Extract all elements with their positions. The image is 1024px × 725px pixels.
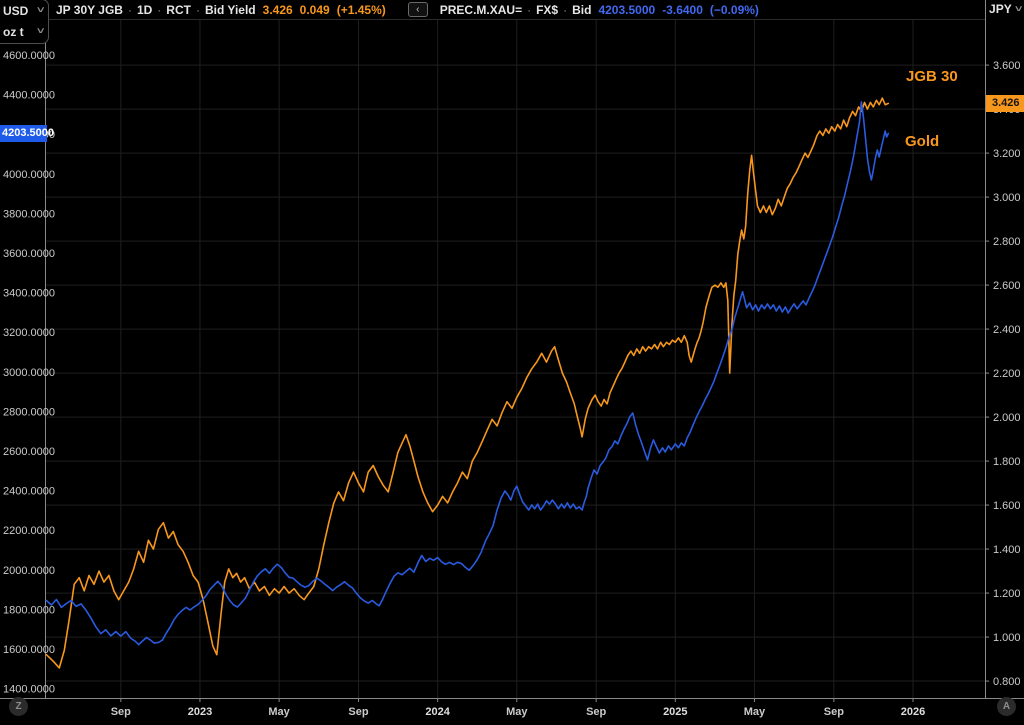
svg-text:Sep: Sep xyxy=(586,706,606,718)
svg-text:1400.0000: 1400.0000 xyxy=(3,684,55,696)
instrument-2-change-pct: (−0.09%) xyxy=(709,2,759,17)
instrument-1-change: 0.049 xyxy=(299,2,330,17)
separator-dot: · xyxy=(157,2,162,17)
instrument-1-field[interactable]: Bid Yield xyxy=(204,2,256,17)
svg-text:2023: 2023 xyxy=(188,706,212,718)
right-axis-currency-dropdown[interactable]: JPY ˅ xyxy=(989,2,1023,16)
jgb-series-annotation: JGB 30 xyxy=(906,68,958,85)
currency-label: USD xyxy=(3,3,29,18)
instrument-1-last: 3.426 xyxy=(262,2,293,17)
zoom-mode-button[interactable]: Z xyxy=(9,697,28,716)
svg-text:3600.0000: 3600.0000 xyxy=(3,248,55,260)
svg-text:2026: 2026 xyxy=(901,706,925,718)
svg-text:2.800: 2.800 xyxy=(993,236,1021,248)
svg-text:2024: 2024 xyxy=(425,706,450,718)
svg-text:2600.0000: 2600.0000 xyxy=(3,446,55,458)
gold-last-price-badge: 4203.5000 xyxy=(0,125,54,142)
right-currency-label: JPY xyxy=(989,2,1012,16)
chevron-down-icon: ˅ xyxy=(1014,3,1023,14)
svg-text:2200.0000: 2200.0000 xyxy=(3,525,55,537)
gold-price-line xyxy=(45,101,890,646)
svg-text:3000.0000: 3000.0000 xyxy=(3,367,55,379)
svg-text:3800.0000: 3800.0000 xyxy=(3,208,55,220)
instrument-1-name[interactable]: JP 30Y JGB xyxy=(56,2,123,17)
gold-series-annotation: Gold xyxy=(905,133,940,150)
chart-toolbar: USD ˅ oz t ˅ JP 30Y JGB · 1D · RCT · Bid… xyxy=(0,0,1024,44)
svg-text:Sep: Sep xyxy=(111,706,131,718)
separator-dot: · xyxy=(195,2,200,17)
svg-text:1.800: 1.800 xyxy=(993,456,1021,468)
right-axis-labels[interactable]: 3.6003.4003.2003.0002.8002.6002.4002.200… xyxy=(993,60,1021,688)
instrument-2-change: -3.6400 xyxy=(662,2,703,17)
jgb-last-price-badge: 3.426 xyxy=(986,94,1024,112)
instrument-2-name[interactable]: PREC.M.XAU= xyxy=(439,2,523,17)
svg-text:2000.0000: 2000.0000 xyxy=(3,565,55,577)
svg-text:3400.0000: 3400.0000 xyxy=(3,288,55,300)
svg-text:4000.0000: 4000.0000 xyxy=(3,169,55,181)
svg-text:May: May xyxy=(506,706,528,718)
svg-text:2.600: 2.600 xyxy=(993,280,1021,292)
svg-text:1.200: 1.200 xyxy=(993,588,1021,600)
svg-text:2.000: 2.000 xyxy=(993,412,1021,424)
instrument-1-source[interactable]: RCT xyxy=(166,2,191,17)
unit-label: oz t xyxy=(3,24,24,39)
collapse-legend-button[interactable]: ‹ xyxy=(407,2,428,17)
instrument-2-field[interactable]: Bid xyxy=(572,2,592,17)
svg-text:1.000: 1.000 xyxy=(993,632,1021,644)
separator-dot: · xyxy=(127,2,132,17)
chevron-left-icon: ‹ xyxy=(416,4,420,15)
svg-text:3.000: 3.000 xyxy=(993,192,1021,204)
unit-dropdown[interactable]: oz t ˅ xyxy=(0,21,48,42)
svg-text:May: May xyxy=(268,706,290,718)
left-axis-labels[interactable]: 4600.00004400.00004200.00004000.00003800… xyxy=(3,50,55,696)
chevron-down-icon: ˅ xyxy=(36,26,45,36)
svg-text:1.600: 1.600 xyxy=(993,500,1021,512)
svg-text:2800.0000: 2800.0000 xyxy=(3,406,55,418)
svg-text:3.200: 3.200 xyxy=(993,148,1021,160)
svg-text:2.400: 2.400 xyxy=(993,324,1021,336)
svg-text:Sep: Sep xyxy=(824,706,844,718)
svg-text:1600.0000: 1600.0000 xyxy=(3,644,55,656)
jgb-yield-line xyxy=(45,97,890,669)
chevron-down-icon: ˅ xyxy=(36,5,45,15)
unit-selector-box: USD ˅ oz t ˅ xyxy=(0,0,49,44)
svg-text:2400.0000: 2400.0000 xyxy=(3,486,55,498)
currency-dropdown[interactable]: USD ˅ xyxy=(0,0,48,21)
svg-text:1.400: 1.400 xyxy=(993,544,1021,556)
svg-text:3200.0000: 3200.0000 xyxy=(3,327,55,339)
separator-dot: · xyxy=(527,2,532,17)
instrument-1-interval[interactable]: 1D xyxy=(136,2,153,17)
separator-dot: · xyxy=(563,2,568,17)
svg-text:1800.0000: 1800.0000 xyxy=(3,604,55,616)
svg-text:0.800: 0.800 xyxy=(993,676,1021,688)
instrument-2-source[interactable]: FX$ xyxy=(536,2,559,17)
instrument-2-last: 4203.5000 xyxy=(598,2,656,17)
svg-text:4600.0000: 4600.0000 xyxy=(3,50,55,62)
svg-text:2025: 2025 xyxy=(663,706,687,718)
svg-text:May: May xyxy=(744,706,766,718)
instrument-1-change-pct: (+1.45%) xyxy=(336,2,386,17)
gridlines xyxy=(46,20,985,698)
svg-text:Sep: Sep xyxy=(348,706,368,718)
legend-bar: JP 30Y JGB · 1D · RCT · Bid Yield 3.426 … xyxy=(56,0,759,19)
axis-frame xyxy=(0,0,1024,702)
svg-text:4400.0000: 4400.0000 xyxy=(3,90,55,102)
svg-text:3.600: 3.600 xyxy=(993,60,1021,72)
time-axis-labels[interactable]: Sep 2023 May Sep 2024 May Sep 2025 May Sep 2026 xyxy=(111,706,926,718)
auto-scale-button[interactable]: A xyxy=(997,697,1016,716)
svg-text:2.200: 2.200 xyxy=(993,368,1021,380)
